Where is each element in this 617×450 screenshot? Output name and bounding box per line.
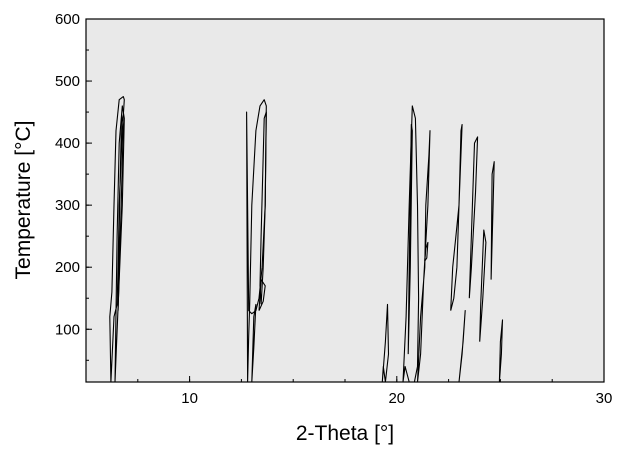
plot-background [86, 19, 604, 382]
contour-line [458, 310, 466, 383]
x-tick-label: 10 [181, 390, 198, 407]
contour-line [117, 114, 124, 311]
contour-line [490, 161, 495, 280]
contour-line [498, 319, 504, 383]
x-axis-title: 2-Theta [°] [296, 422, 394, 445]
contour-line [258, 279, 266, 311]
y-tick-label: 400 [55, 135, 80, 152]
contour-line [424, 241, 429, 262]
y-tick-label: 200 [55, 259, 80, 276]
y-axis-title: Temperature [°C] [12, 121, 35, 280]
contour-line [402, 105, 420, 383]
y-tick-label: 500 [55, 73, 80, 90]
axis-ticks: 10 20 30 100 200 300 400 500 600 [55, 11, 612, 407]
x-tick-label: 20 [388, 390, 405, 407]
x-tick-label: 30 [596, 390, 613, 407]
contour-line [416, 130, 431, 383]
contour-line [381, 303, 390, 383]
contour-line [479, 229, 487, 342]
y-tick-label: 600 [55, 11, 80, 28]
contour-line [259, 111, 267, 305]
contour-line [450, 123, 463, 311]
contour-lines [109, 96, 504, 383]
contour-line [109, 96, 125, 383]
y-tick-label: 300 [55, 197, 80, 214]
contour-line [251, 303, 257, 383]
contour-line [407, 123, 413, 355]
y-tick-label: 100 [55, 321, 80, 338]
contour-line [468, 136, 479, 299]
